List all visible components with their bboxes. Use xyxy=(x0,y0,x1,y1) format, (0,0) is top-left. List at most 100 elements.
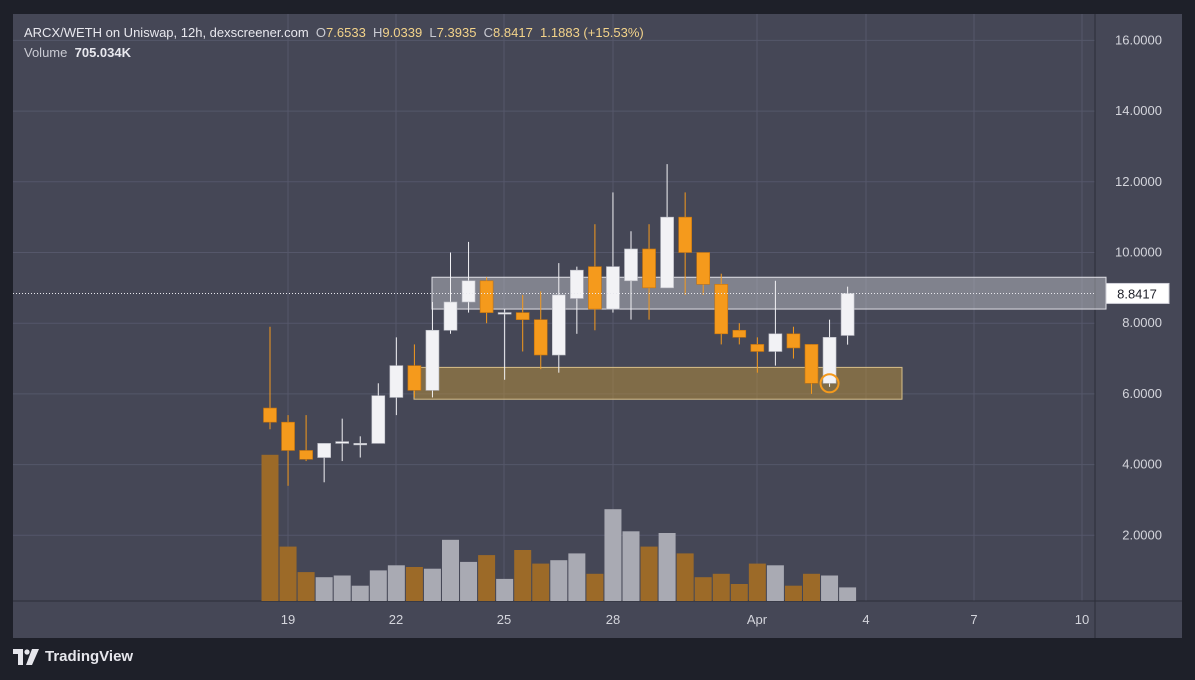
candle-body[interactable] xyxy=(624,248,638,282)
support-zone[interactable] xyxy=(413,366,903,400)
candle-body[interactable] xyxy=(407,365,422,391)
volume-bar xyxy=(748,563,766,601)
tradingview-logo[interactable]: TradingView xyxy=(13,648,133,665)
volume-bar xyxy=(694,577,712,601)
pair-title: ARCX/WETH on Uniswap, 12h, dexscreener.c… xyxy=(24,25,309,40)
candle-body[interactable] xyxy=(281,421,295,451)
candle-body[interactable] xyxy=(714,284,729,335)
candle-body[interactable] xyxy=(606,266,620,310)
volume-label: Volume xyxy=(24,45,68,60)
last-price-label: 8.8417 xyxy=(1117,286,1157,301)
y-tick-label: 6.0000 xyxy=(1122,386,1162,401)
candle-body[interactable] xyxy=(533,319,548,356)
x-tick-label: Apr xyxy=(747,612,768,627)
close-value: 8.8417 xyxy=(493,25,533,40)
volume-bar xyxy=(712,573,730,601)
x-tick-label: 28 xyxy=(606,612,620,627)
candle-body[interactable] xyxy=(588,266,602,310)
volume-legend: Volume 705.034K xyxy=(24,45,131,60)
volume-bar xyxy=(351,585,369,601)
candle-body[interactable] xyxy=(479,280,494,313)
change-value: 1.1883 (+15.53%) xyxy=(540,25,644,40)
volume-bar xyxy=(784,585,802,601)
volume-bar xyxy=(442,539,459,601)
volume-bar xyxy=(478,555,496,601)
candle-body[interactable] xyxy=(497,312,512,315)
y-tick-label: 12.0000 xyxy=(1115,174,1162,189)
high-value: 9.0339 xyxy=(382,25,423,40)
x-tick-label: 19 xyxy=(281,612,295,627)
candle-body[interactable] xyxy=(443,301,458,331)
candle-body[interactable] xyxy=(804,344,819,384)
candle-body[interactable] xyxy=(750,344,765,352)
tradingview-icon xyxy=(13,648,39,665)
candle-body[interactable] xyxy=(822,337,837,384)
volume-bar xyxy=(676,553,694,601)
x-tick-label: 7 xyxy=(970,612,977,627)
candle-body[interactable] xyxy=(353,443,368,446)
candle-body[interactable] xyxy=(660,216,674,289)
volume-bar xyxy=(803,573,820,601)
candle-body[interactable] xyxy=(570,269,584,299)
candle-body[interactable] xyxy=(389,365,404,398)
y-tick-label: 16.0000 xyxy=(1115,32,1162,47)
chart-panel[interactable] xyxy=(13,14,1182,638)
candle-body[interactable] xyxy=(263,407,277,423)
volume-bar xyxy=(333,575,351,601)
candle-body[interactable] xyxy=(317,443,331,458)
x-tick-label: 4 xyxy=(862,612,869,627)
volume-bar xyxy=(839,587,857,601)
volume-bar xyxy=(604,509,622,601)
volume-bar xyxy=(550,560,568,601)
x-tick-label: 10 xyxy=(1075,612,1089,627)
candle-body[interactable] xyxy=(768,333,783,352)
candle-body[interactable] xyxy=(371,395,386,444)
open-label: O xyxy=(315,25,327,40)
y-tick-label: 4.0000 xyxy=(1122,457,1162,472)
volume-bar xyxy=(423,568,441,601)
candle-body[interactable] xyxy=(335,441,350,444)
candle-body[interactable] xyxy=(551,294,566,356)
volume-bar xyxy=(261,454,279,601)
high-label: H xyxy=(373,25,383,40)
volume-bar xyxy=(405,567,423,601)
x-tick-label: 22 xyxy=(389,612,403,627)
volume-bar xyxy=(568,553,586,601)
candle-body[interactable] xyxy=(642,248,656,289)
candle-body[interactable] xyxy=(515,312,530,320)
volume-bar xyxy=(640,546,658,601)
brand-name: TradingView xyxy=(45,648,134,665)
volume-bar xyxy=(496,578,514,601)
close-label: C xyxy=(483,25,494,40)
y-tick-label: 14.0000 xyxy=(1115,103,1162,118)
open-value: 7.6533 xyxy=(326,25,366,40)
candle-body[interactable] xyxy=(678,216,692,253)
candle-body[interactable] xyxy=(786,333,801,349)
volume-bar xyxy=(460,561,478,601)
candle-body[interactable] xyxy=(425,329,440,391)
volume-bar xyxy=(586,573,604,601)
candle-body[interactable] xyxy=(696,252,711,285)
candle-body[interactable] xyxy=(732,329,747,338)
highlight-circle xyxy=(819,373,840,394)
candle-body[interactable] xyxy=(461,280,476,303)
volume-bar xyxy=(658,533,676,601)
low-label: L xyxy=(429,25,437,40)
volume-bar xyxy=(297,572,315,601)
volume-bar xyxy=(279,546,297,601)
candle-body[interactable] xyxy=(299,450,313,460)
y-tick-label: 2.0000 xyxy=(1122,527,1162,542)
volume-bar xyxy=(821,575,839,601)
volume-bar xyxy=(369,570,387,601)
volume-bar xyxy=(315,577,333,601)
volume-bar xyxy=(514,550,532,601)
volume-bar xyxy=(532,563,550,601)
volume-bar xyxy=(766,565,784,601)
candle-body[interactable] xyxy=(840,293,855,336)
y-tick-label: 10.0000 xyxy=(1115,245,1162,260)
volume-bar xyxy=(387,565,405,601)
low-value: 7.3935 xyxy=(436,25,477,40)
volume-bar xyxy=(730,584,748,601)
